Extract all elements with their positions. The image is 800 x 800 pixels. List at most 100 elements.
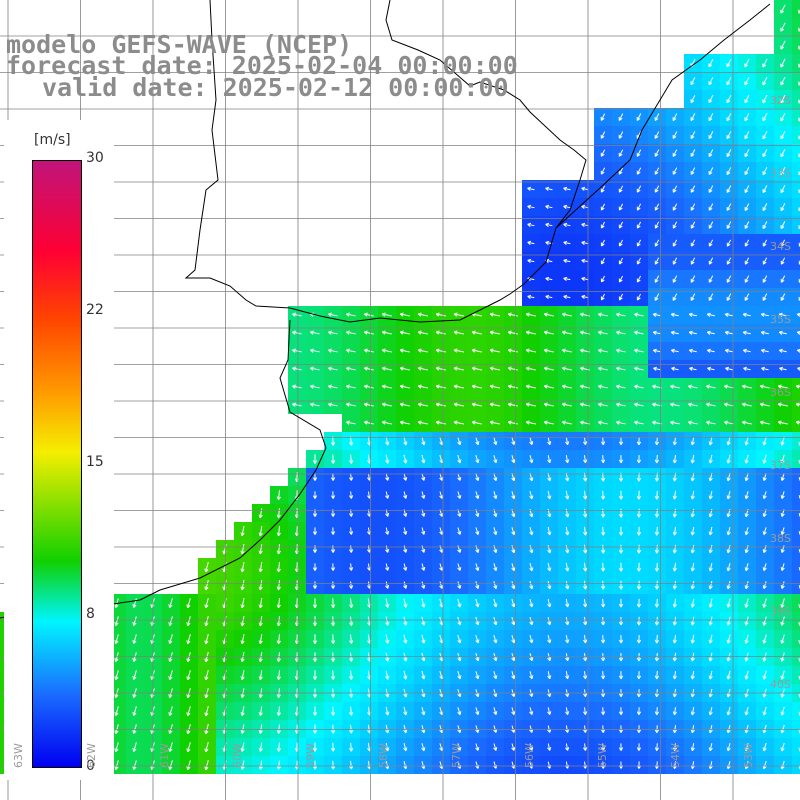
wind-arrow [403, 670, 408, 680]
wind-arrow [403, 436, 408, 446]
wind-arrow [511, 635, 516, 644]
wind-arrow [475, 634, 480, 644]
wind-arrow [421, 634, 426, 644]
wind-arrow [690, 670, 695, 680]
wind-arrow [726, 221, 732, 229]
wind-arrow [563, 240, 571, 245]
wind-arrow [525, 366, 536, 371]
wind-arrow [312, 473, 318, 481]
wind-arrow [780, 112, 786, 122]
wind-arrow [276, 616, 281, 627]
wind-arrow [688, 420, 698, 425]
wind-arrow [132, 652, 137, 662]
wind-arrow [421, 652, 426, 662]
wind-arrow [258, 760, 263, 770]
wind-arrow [780, 221, 786, 230]
wind-arrow [403, 473, 408, 481]
wind-arrow [489, 402, 500, 407]
wind-arrow [742, 330, 751, 335]
wind-arrow [457, 598, 462, 608]
wind-arrow [780, 4, 786, 14]
wind-arrow [545, 294, 553, 299]
wind-arrow [724, 384, 734, 389]
longitude-label: 53W [742, 743, 755, 768]
wind-arrow [708, 131, 714, 140]
wind-arrow [600, 580, 606, 590]
longitude-label: 60W [231, 743, 244, 768]
wind-arrow [672, 616, 677, 626]
wind-arrow [706, 330, 715, 335]
wind-arrow [600, 257, 605, 265]
wind-arrow [726, 598, 731, 608]
wind-arrow [777, 402, 788, 407]
wind-arrow [581, 222, 589, 227]
wind-arrow [762, 112, 768, 122]
wind-arrow [726, 454, 731, 464]
wind-arrow [565, 671, 570, 680]
wind-arrow [689, 366, 697, 371]
wind-arrow [511, 437, 516, 446]
latitude-label: 34S [770, 240, 791, 253]
wind-arrow [381, 420, 392, 425]
wind-arrow [258, 670, 263, 681]
wind-arrow [690, 725, 695, 734]
wind-arrow [724, 312, 733, 317]
wind-arrow [385, 454, 390, 464]
wind-arrow [561, 312, 572, 317]
wind-arrow [310, 348, 320, 353]
wind-arrow [762, 167, 768, 176]
wind-arrow [471, 366, 483, 371]
wind-arrow [706, 312, 715, 317]
wind-arrow [618, 743, 624, 751]
wind-arrow [493, 671, 498, 680]
wind-arrow [652, 420, 662, 425]
wind-arrow [688, 312, 697, 317]
wind-arrow [726, 473, 731, 482]
wind-arrow [511, 671, 516, 680]
wind-arrow [708, 670, 713, 680]
wind-arrow [543, 348, 554, 353]
wind-arrow [346, 402, 356, 407]
wind-arrow [708, 454, 713, 464]
wind-arrow [726, 652, 731, 662]
wind-arrow [547, 562, 552, 572]
wind-arrow [475, 491, 480, 499]
wind-arrow [672, 203, 678, 211]
wind-arrow [527, 186, 535, 191]
wind-arrow [654, 580, 659, 590]
wind-arrow [132, 742, 137, 752]
wind-arrow [762, 563, 767, 572]
wind-arrow [312, 742, 318, 752]
wind-arrow [493, 581, 498, 590]
wind-arrow [565, 707, 570, 715]
wind-arrow [493, 563, 498, 572]
wind-cell [792, 0, 800, 18]
wind-arrow [114, 670, 119, 680]
wind-arrow [672, 544, 677, 554]
wind-arrow [583, 562, 588, 572]
wind-arrow [600, 221, 606, 229]
wind-arrow [672, 239, 678, 247]
wind-arrow [381, 330, 392, 335]
wind-arrow [690, 580, 695, 590]
wind-arrow [457, 634, 462, 644]
wind-arrow [600, 562, 606, 572]
wind-arrow [186, 616, 191, 627]
wind-arrow [381, 384, 392, 389]
wind-arrow [724, 330, 733, 335]
wind-arrow [780, 275, 786, 283]
wind-arrow [258, 598, 263, 609]
wind-arrow [565, 562, 570, 572]
wind-cell [792, 648, 800, 666]
wind-arrow [276, 760, 281, 770]
wind-arrow [708, 706, 713, 716]
wind-arrow [417, 402, 428, 407]
wind-arrow [636, 743, 642, 751]
wind-arrow [672, 131, 678, 139]
wind-arrow [743, 366, 751, 371]
wind-arrow [310, 366, 320, 371]
wind-arrow [636, 526, 642, 536]
wind-arrow [403, 491, 408, 499]
wind-arrow [417, 348, 428, 353]
wind-arrow [598, 366, 608, 371]
